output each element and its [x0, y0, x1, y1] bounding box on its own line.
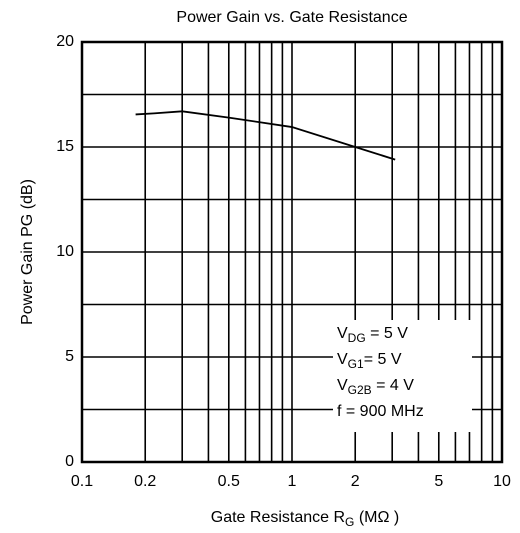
- annotation-sub: DG: [348, 331, 366, 345]
- data-line: [135, 110, 396, 161]
- annotation: VDG = 5 V: [337, 325, 408, 345]
- annotation-rest: = 4 V: [372, 377, 415, 394]
- x-tick-label: 5: [434, 473, 443, 490]
- x-tick-label: 1: [288, 473, 297, 490]
- y-tick-label: 5: [65, 348, 74, 365]
- annotation-text: f = 900 MHz: [337, 403, 424, 420]
- y-tick-label: 0: [65, 453, 74, 470]
- x-axis-label: Gate Resistance RG (MΩ ): [211, 509, 399, 529]
- annotation-rest: = 5 V: [366, 325, 409, 342]
- annotation: VG2B = 4 V: [337, 377, 414, 397]
- y-axis-label: Power Gain PG (dB): [19, 179, 36, 325]
- x-tick-label: 0.5: [218, 473, 240, 490]
- annotation-rest: = 5 V: [364, 351, 402, 368]
- x-tick-label: 2: [351, 473, 360, 490]
- annotation-text: V: [337, 351, 348, 368]
- plot-frame: [80, 40, 504, 464]
- y-tick-label: 15: [56, 138, 74, 155]
- x-tick-label: 0.2: [134, 473, 156, 490]
- x-tick-label: 10: [493, 473, 511, 490]
- annotation-sub: G2B: [348, 383, 372, 397]
- x-tick-label: 0.1: [71, 473, 93, 490]
- y-tick-label: 10: [56, 243, 74, 260]
- annotation-text: V: [337, 377, 348, 394]
- x-label-text: Gate Resistance R: [211, 509, 345, 526]
- annotation-text: V: [337, 325, 348, 342]
- x-label-sub: G: [345, 515, 354, 529]
- annotation-sub: G1: [348, 357, 364, 371]
- annotation-box: [333, 320, 472, 432]
- chart-title: Power Gain vs. Gate Resistance: [176, 9, 407, 26]
- x-label-rest: (MΩ ): [354, 509, 399, 526]
- annotation: f = 900 MHz: [337, 403, 424, 420]
- annotation: VG1= 5 V: [337, 351, 402, 371]
- y-tick-label: 20: [56, 33, 74, 50]
